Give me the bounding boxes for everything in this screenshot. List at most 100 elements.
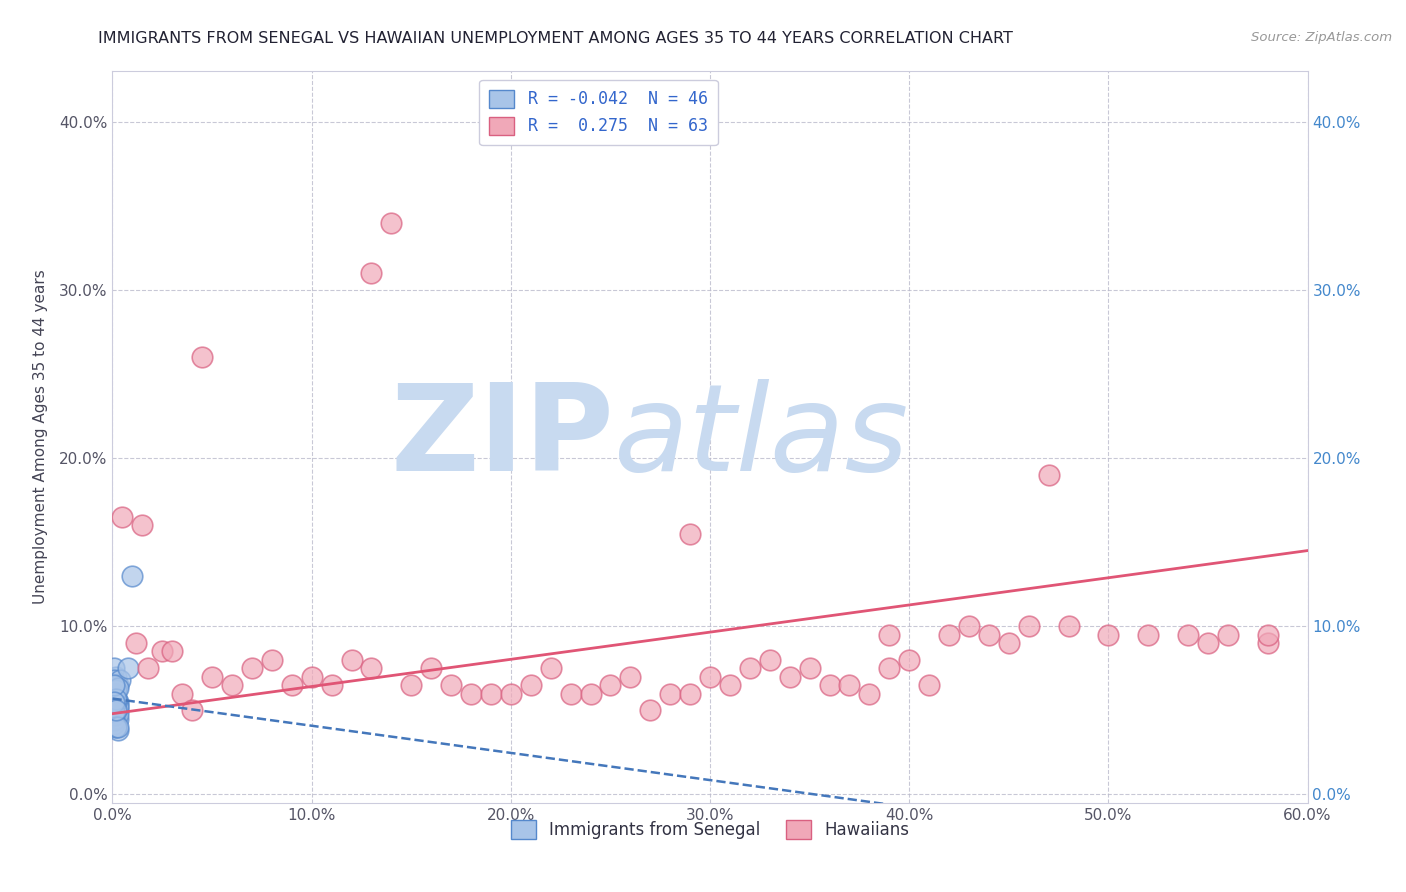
Point <box>105 703 128 717</box>
Point <box>1018 619 1040 633</box>
Point <box>321 678 343 692</box>
Point <box>103 708 125 723</box>
Point <box>107 723 129 738</box>
Point <box>103 678 125 692</box>
Point <box>181 703 204 717</box>
Point <box>117 661 139 675</box>
Point <box>360 661 382 675</box>
Text: Source: ZipAtlas.com: Source: ZipAtlas.com <box>1251 31 1392 45</box>
Point <box>401 678 423 692</box>
Point <box>718 678 741 692</box>
Point <box>110 673 132 687</box>
Point <box>879 627 901 641</box>
Point <box>1257 636 1279 650</box>
Point <box>799 661 821 675</box>
Point <box>105 678 128 692</box>
Point <box>150 644 173 658</box>
Point <box>103 695 125 709</box>
Point <box>138 661 160 675</box>
Point <box>105 683 128 698</box>
Point <box>105 695 128 709</box>
Point <box>103 686 125 700</box>
Point <box>103 661 125 675</box>
Y-axis label: Unemployment Among Ages 35 to 44 years: Unemployment Among Ages 35 to 44 years <box>32 269 48 605</box>
Point <box>1177 627 1199 641</box>
Point <box>1097 627 1119 641</box>
Point <box>938 627 960 641</box>
Point <box>640 703 662 717</box>
Point <box>360 266 382 280</box>
Point <box>103 673 125 687</box>
Point <box>105 700 128 714</box>
Point <box>977 627 1000 641</box>
Point <box>1057 619 1080 633</box>
Point <box>107 706 129 721</box>
Point <box>679 526 702 541</box>
Point <box>107 700 129 714</box>
Point <box>105 720 128 734</box>
Text: IMMIGRANTS FROM SENEGAL VS HAWAIIAN UNEMPLOYMENT AMONG AGES 35 TO 44 YEARS CORRE: IMMIGRANTS FROM SENEGAL VS HAWAIIAN UNEM… <box>98 31 1014 46</box>
Point <box>107 720 129 734</box>
Point <box>240 661 263 675</box>
Legend: Immigrants from Senegal, Hawaiians: Immigrants from Senegal, Hawaiians <box>505 814 915 846</box>
Point <box>281 678 304 692</box>
Point <box>125 636 148 650</box>
Point <box>460 686 482 700</box>
Point <box>105 703 128 717</box>
Point <box>111 510 134 524</box>
Point <box>107 712 129 726</box>
Point <box>107 695 129 709</box>
Point <box>103 678 125 692</box>
Point <box>105 691 128 706</box>
Point <box>818 678 841 692</box>
Point <box>998 636 1021 650</box>
Point <box>838 678 860 692</box>
Point <box>103 716 125 731</box>
Point <box>221 678 243 692</box>
Point <box>172 686 194 700</box>
Point <box>105 690 128 704</box>
Point <box>105 683 128 698</box>
Point <box>738 661 761 675</box>
Point <box>105 695 128 709</box>
Point <box>103 703 125 717</box>
Point <box>107 681 129 696</box>
Point <box>440 678 463 692</box>
Point <box>121 569 143 583</box>
Point <box>340 653 363 667</box>
Point <box>103 686 125 700</box>
Point <box>759 653 782 667</box>
Point <box>105 712 128 726</box>
Point <box>1137 627 1160 641</box>
Point <box>1038 467 1060 482</box>
Point <box>103 714 125 728</box>
Point <box>679 686 702 700</box>
Point <box>105 670 128 684</box>
Point <box>599 678 621 692</box>
Point <box>103 695 125 709</box>
Point <box>957 619 980 633</box>
Point <box>103 690 125 704</box>
Point <box>103 686 125 700</box>
Text: atlas: atlas <box>614 378 910 496</box>
Point <box>107 678 129 692</box>
Point <box>479 686 502 700</box>
Point <box>103 695 125 709</box>
Point <box>699 670 721 684</box>
Point <box>105 720 128 734</box>
Point <box>858 686 880 700</box>
Point <box>499 686 522 700</box>
Point <box>619 670 641 684</box>
Point <box>560 686 582 700</box>
Point <box>540 661 562 675</box>
Point <box>107 703 129 717</box>
Point <box>162 644 183 658</box>
Point <box>918 678 941 692</box>
Point <box>1257 627 1279 641</box>
Point <box>260 653 283 667</box>
Point <box>191 350 214 364</box>
Point <box>879 661 901 675</box>
Point <box>105 695 128 709</box>
Text: ZIP: ZIP <box>391 378 614 496</box>
Point <box>579 686 602 700</box>
